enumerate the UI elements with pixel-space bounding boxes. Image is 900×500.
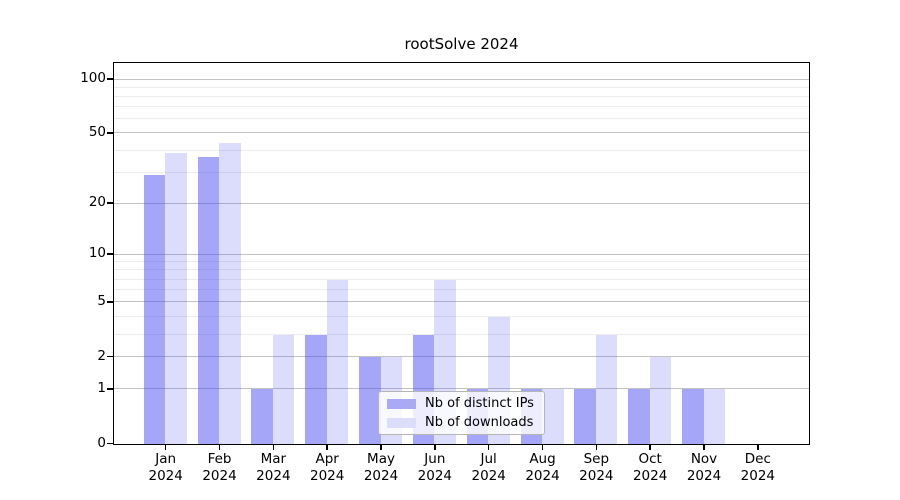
minor-gridline: [114, 289, 809, 291]
bar-distinct-ips-mar: [251, 389, 273, 444]
x-tick-mark: [595, 445, 598, 450]
minor-gridline: [114, 278, 809, 280]
minor-gridline: [114, 86, 809, 88]
y-tick-label: 2: [97, 347, 106, 364]
minor-gridline: [114, 106, 809, 108]
bar-distinct-ips-oct: [628, 389, 650, 444]
y-tick-mark: [107, 301, 113, 303]
y-tick-label: 10: [88, 245, 106, 262]
bar-distinct-ips-may: [359, 357, 381, 444]
major-gridline: [114, 202, 809, 204]
x-tick-mark: [487, 445, 490, 450]
x-tick-mark: [326, 445, 328, 450]
y-tick-label: 0: [97, 434, 106, 451]
x-tick-mark: [164, 445, 167, 450]
x-tick-label-mar: Mar 2024: [256, 451, 291, 484]
y-tick-mark: [107, 253, 113, 255]
plot-area: [113, 62, 810, 445]
y-tick-label: 5: [97, 292, 106, 309]
bar-distinct-ips-apr: [305, 334, 327, 444]
minor-gridline: [114, 171, 809, 173]
minor-gridline: [114, 269, 809, 271]
bar-downloads-apr: [326, 279, 349, 444]
x-tick-label-oct: Oct 2024: [632, 451, 668, 484]
minor-gridline: [114, 261, 809, 263]
x-tick-label-apr: Apr 2024: [310, 451, 345, 484]
bar-downloads-sep: [595, 334, 618, 444]
y-tick-mark: [107, 202, 113, 204]
legend-item-distinct-ips: Nb of distinct IPs: [379, 396, 544, 411]
major-gridline: [114, 388, 809, 390]
x-tick-mark: [649, 445, 651, 450]
x-tick-mark: [541, 445, 544, 450]
x-tick-label-sep: Sep 2024: [579, 451, 614, 484]
x-tick-label-nov: Nov 2024: [686, 451, 722, 484]
x-tick-label-jun: Jun 2024: [417, 451, 453, 484]
legend: Nb of distinct IPs Nb of downloads: [378, 391, 545, 435]
y-tick-label: 100: [80, 70, 106, 86]
major-gridline: [114, 253, 809, 255]
y-tick-mark: [107, 78, 113, 80]
x-tick-label-jan: Jan 2024: [148, 451, 183, 484]
y-tick-label: 1: [97, 379, 106, 396]
bar-downloads-jan: [165, 152, 187, 444]
x-tick-label-aug: Aug 2024: [525, 451, 560, 484]
major-gridline: [114, 132, 809, 134]
bar-distinct-ips-jan: [143, 175, 166, 444]
x-tick-mark: [218, 445, 221, 450]
bar-downloads-oct: [649, 357, 672, 444]
minor-gridline: [114, 118, 809, 120]
x-tick-label-may: May 2024: [363, 451, 399, 484]
x-tick-label-feb: Feb 2024: [202, 451, 237, 484]
y-tick-label: 50: [88, 123, 106, 140]
y-tick-mark: [107, 132, 113, 134]
minor-gridline: [114, 333, 809, 335]
x-tick-mark: [380, 445, 382, 450]
x-tick-mark: [434, 445, 436, 450]
y-tick-mark: [107, 355, 113, 358]
legend-item-downloads: Nb of downloads: [379, 415, 544, 430]
bar-distinct-ips-sep: [574, 389, 596, 444]
x-tick-mark: [703, 445, 705, 450]
legend-label: Nb of downloads: [425, 415, 534, 430]
y-tick-label: 20: [88, 194, 106, 211]
bar-downloads-aug: [542, 389, 564, 444]
bar-downloads-feb: [219, 143, 241, 444]
y-tick-mark: [107, 388, 113, 390]
y-tick-mark: [107, 442, 113, 445]
minor-gridline: [114, 315, 809, 317]
legend-swatch-distinct-ips: [387, 398, 416, 409]
major-gridline: [114, 356, 809, 358]
x-tick-mark: [757, 445, 759, 450]
major-gridline: [114, 301, 809, 303]
bar-distinct-ips-nov: [682, 389, 704, 444]
bar-distinct-ips-feb: [197, 156, 220, 444]
legend-swatch-downloads: [387, 417, 416, 428]
minor-gridline: [114, 95, 809, 97]
x-tick-mark: [272, 445, 275, 450]
chart-title: rootSolve 2024: [404, 35, 519, 53]
minor-gridline: [114, 149, 809, 151]
x-tick-label-jul: Jul 2024: [471, 451, 506, 484]
bar-downloads-mar: [272, 334, 295, 444]
x-tick-label-dec: Dec 2024: [740, 451, 775, 484]
major-gridline: [114, 78, 809, 80]
bar-downloads-nov: [703, 389, 725, 444]
legend-label: Nb of distinct IPs: [425, 396, 534, 411]
